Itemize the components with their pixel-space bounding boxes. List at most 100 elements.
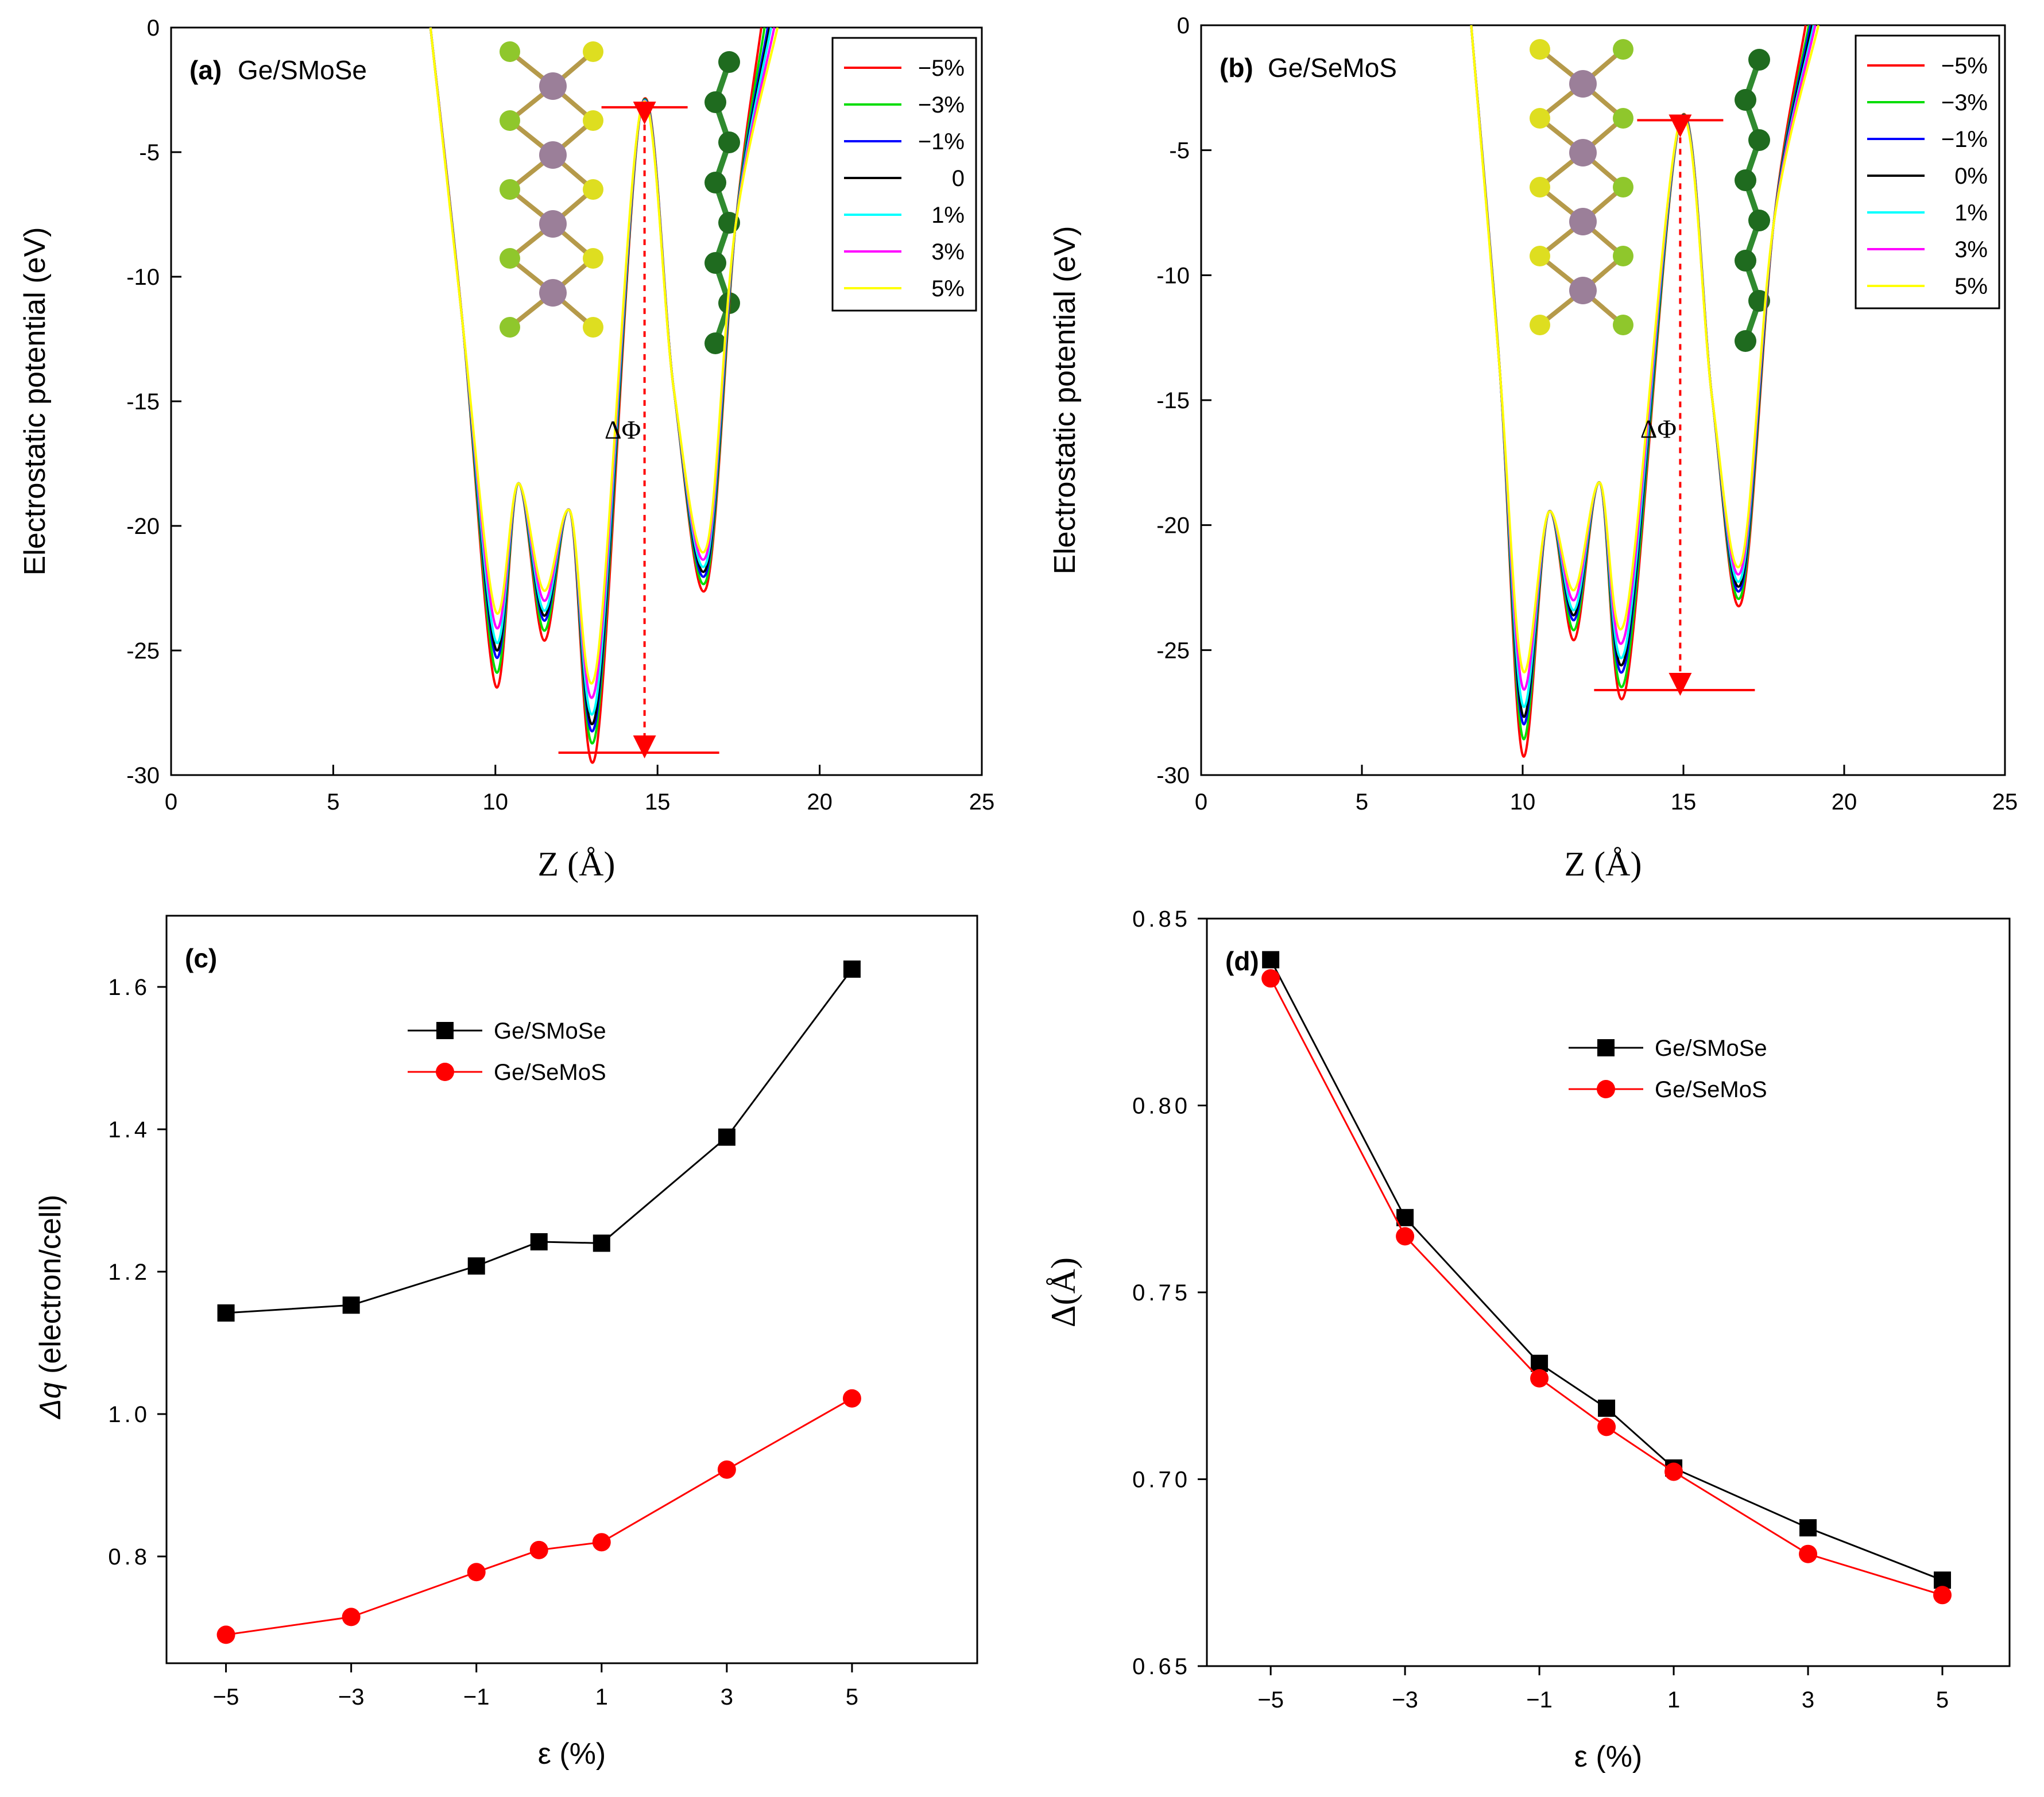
y-tick-label: 0 <box>1177 13 1190 38</box>
data-point-square <box>593 1234 610 1252</box>
x-tick-label: −1 <box>463 1684 490 1710</box>
ge-atom <box>718 131 740 153</box>
data-point-circle <box>1664 1462 1683 1481</box>
data-point-circle <box>717 1460 736 1479</box>
ge-atom <box>1735 169 1756 191</box>
legend-label: −3% <box>918 92 965 118</box>
x-tick-label: 15 <box>645 789 671 815</box>
y-tick-label: 1.6 <box>108 975 150 1000</box>
panel-b: 0-5-10-15-20-25-300 5 10 15 20 25Z (Å)Electro… <box>1048 13 2018 883</box>
chalcogen-atom <box>1530 246 1550 266</box>
legend-label: 5% <box>931 276 965 301</box>
y-tick-label: -20 <box>1156 513 1190 539</box>
y-tick-label: 0.8 <box>108 1544 150 1570</box>
series-line-1 <box>226 1397 853 1636</box>
panel-d: 0.65 0.70 0.75 0.80 0.85 −5 −3 −1 1 3 5 ε (%) Δ(Å) (d… <box>1044 907 2011 1773</box>
panel-label: (c) <box>185 943 217 973</box>
chalcogen-atom <box>1613 108 1633 129</box>
mo-atom <box>1569 70 1597 98</box>
panel-label: (a) <box>189 55 222 85</box>
x-tick-label: −3 <box>1392 1687 1418 1713</box>
chalcogen-atom <box>500 179 520 200</box>
data-point-square <box>530 1233 548 1250</box>
data-point-square <box>1262 951 1280 969</box>
x-tick-label: 5 <box>327 789 339 815</box>
mo-atom <box>539 72 567 100</box>
chalcogen-atom <box>500 110 520 131</box>
data-point-square <box>1934 1571 1952 1589</box>
legend-label: 1% <box>1954 200 1988 226</box>
potential-curve-0 <box>429 27 762 764</box>
chalcogen-atom <box>1613 39 1633 60</box>
data-point-circle <box>1261 969 1280 988</box>
data-point-square <box>1598 1399 1616 1417</box>
data-point-circle <box>1597 1418 1616 1436</box>
x-tick-label: 10 <box>483 789 509 815</box>
y-tick-label: -10 <box>126 265 160 290</box>
data-point-square <box>1396 1209 1414 1226</box>
y-tick-label: -20 <box>126 514 160 539</box>
x-axis-title: ε (%) <box>1574 1740 1643 1773</box>
ge-atom <box>1735 250 1756 272</box>
x-tick-label: 25 <box>1992 789 2018 815</box>
y-axis-title-rest: (electron/cell) <box>34 1195 67 1382</box>
data-point-circle <box>529 1540 548 1559</box>
ge-atom <box>1748 49 1770 71</box>
mo-atom <box>1569 208 1597 235</box>
potential-curve-3 <box>429 27 771 726</box>
chalcogen-atom <box>1530 39 1550 60</box>
legend-swatch-marker <box>1597 1039 1615 1056</box>
y-tick-label: 0.65 <box>1132 1654 1191 1679</box>
data-point-circle <box>1396 1227 1415 1246</box>
y-tick-label: 0.70 <box>1132 1467 1191 1493</box>
x-tick-label: 1 <box>1667 1687 1680 1713</box>
legend-swatch-marker <box>1597 1080 1615 1098</box>
ge-atom <box>1735 330 1756 352</box>
panel-title: Ge/SMoSe <box>238 55 367 85</box>
y-tick-label: -30 <box>1156 763 1190 788</box>
x-axis-title: Z (Å) <box>1565 845 1642 883</box>
y-tick-label: -30 <box>126 763 160 788</box>
legend-label: 3% <box>1954 237 1988 262</box>
y-tick-label: -15 <box>1156 388 1190 413</box>
data-point-circle <box>842 1389 861 1408</box>
data-point-circle <box>1933 1586 1952 1605</box>
y-axis-title-italic: Δq <box>34 1382 67 1420</box>
data-point-square <box>217 1304 235 1322</box>
data-point-square <box>467 1257 485 1275</box>
data-point-square <box>843 961 861 978</box>
chalcogen-atom <box>500 41 520 62</box>
y-tick-label: -25 <box>1156 638 1190 663</box>
y-tick-label: 1.0 <box>108 1402 150 1427</box>
y-axis-title: Electrostatic potential (eV) <box>1048 226 1082 575</box>
x-tick-label: 25 <box>969 789 995 815</box>
ge-atom <box>1748 129 1770 151</box>
legend-label: Ge/SMoSe <box>494 1018 606 1044</box>
y-axis-title: Δ(Å) <box>1044 1257 1082 1327</box>
x-tick-label: 10 <box>1510 789 1536 815</box>
legend-label: 5% <box>1954 274 1988 299</box>
x-tick-label: 20 <box>807 789 833 815</box>
y-tick-label: 1.4 <box>108 1117 150 1143</box>
y-tick-label: 0.80 <box>1132 1094 1191 1119</box>
potential-curve-2 <box>429 27 769 733</box>
data-point-circle <box>1530 1369 1549 1388</box>
atomic-structure-inset <box>1530 39 1770 352</box>
x-tick-label: 0 <box>1195 789 1207 815</box>
ge-atom <box>704 332 726 354</box>
legend-label: 0 <box>952 166 965 191</box>
x-tick-label: 5 <box>1936 1687 1949 1713</box>
x-tick-label: −5 <box>1257 1687 1284 1713</box>
legend-label: −1% <box>1941 127 1988 152</box>
chalcogen-atom <box>1530 315 1550 335</box>
data-point-square <box>342 1296 360 1314</box>
legend-label: Ge/SeMoS <box>1655 1077 1767 1102</box>
data-point-square <box>1799 1519 1817 1537</box>
chalcogen-atom <box>1530 108 1550 129</box>
y-tick-label: -10 <box>1156 263 1190 288</box>
legend-box <box>831 37 977 312</box>
series-line-1 <box>1269 978 1943 1596</box>
ge-atom <box>704 252 726 274</box>
x-tick-label: −1 <box>1526 1687 1553 1713</box>
